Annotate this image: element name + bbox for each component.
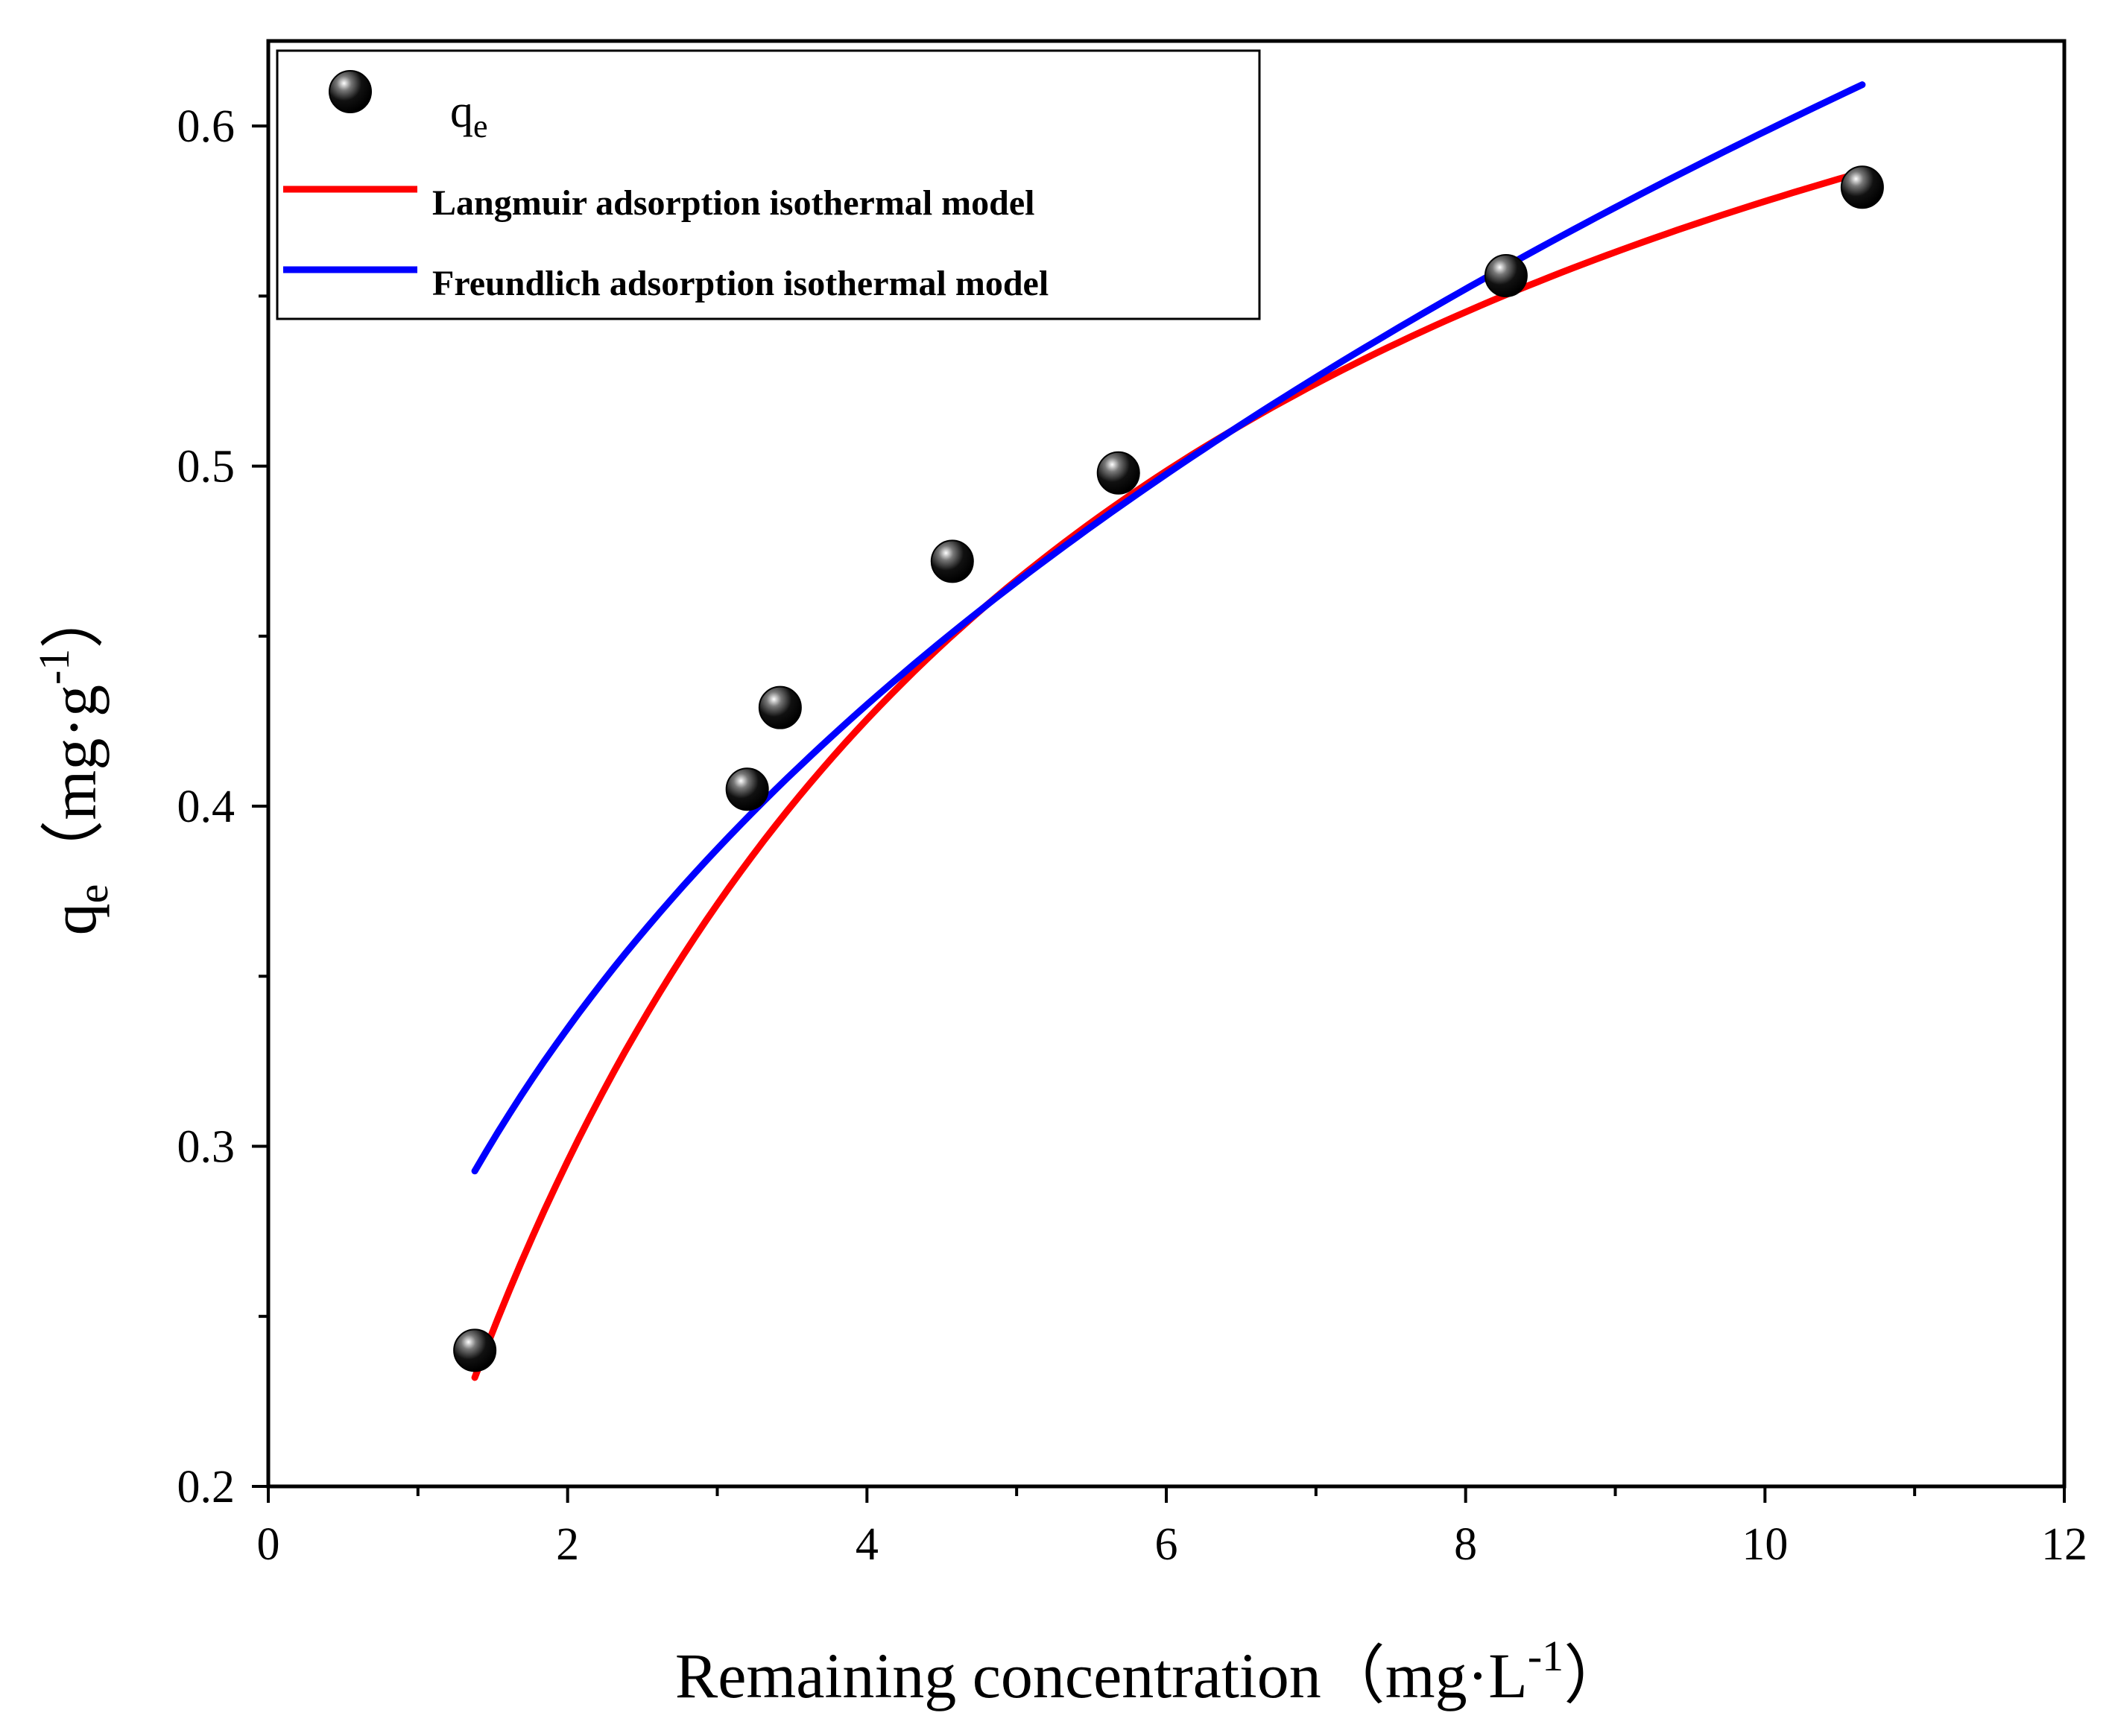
data-point: [1096, 451, 1140, 495]
legend-label-langmuir: Langmuir adsorption isothermal model: [432, 183, 1035, 223]
x-axis-title-main: Remaining concentration（mg·L: [675, 1640, 1528, 1711]
x-axis-title-tail: ）: [1564, 1640, 1628, 1711]
data-point: [758, 685, 802, 729]
legend: qe Langmuir adsorption isothermal model …: [276, 49, 1261, 320]
model-curves: [471, 81, 1866, 1381]
y-tick-label: 0.4: [177, 782, 235, 832]
data-point: [1840, 165, 1884, 209]
legend-label-qe: qe: [450, 86, 488, 145]
x-tick-label: 10: [1742, 1519, 1788, 1570]
y-axis-title-sub: e: [69, 884, 117, 904]
data-point: [453, 1328, 497, 1372]
x-axis-title-sup: -1: [1528, 1632, 1564, 1680]
y-tick-label: 0.6: [177, 101, 235, 152]
x-tick-label: 8: [1454, 1519, 1477, 1570]
y-axis-title-main: q: [38, 903, 110, 935]
x-tick-label: 0: [257, 1519, 280, 1570]
axis-ticks: 0 2 4 6 8 10 12 0.2 0.3 0.4 0.5 0.6: [177, 101, 2088, 1570]
legend-label-freundlich: Freundlich adsorption isothermal model: [432, 264, 1049, 303]
x-tick-label: 2: [556, 1519, 579, 1570]
curve-freundlich: [471, 81, 1866, 1175]
data-point: [1484, 253, 1528, 297]
legend-box: [276, 49, 1261, 320]
plot-frame: [266, 39, 2067, 1489]
y-axis-title: qe（mg·g-1）: [30, 585, 117, 936]
legend-label-qe-sub: e: [473, 108, 488, 145]
data-points: [453, 165, 1884, 1372]
x-tick-label: 6: [1155, 1519, 1178, 1570]
data-point: [725, 767, 769, 811]
y-axis-title-tail: ）: [38, 585, 110, 649]
legend-label-qe-main: q: [450, 86, 473, 137]
x-tick-label: 12: [2041, 1519, 2087, 1570]
y-axis-title-sup: -1: [30, 649, 78, 685]
y-tick-label: 0.5: [177, 442, 235, 492]
x-axis-title: Remaining concentration（mg·L-1）: [675, 1632, 1628, 1711]
y-tick-label: 0.3: [177, 1122, 235, 1173]
y-axis-title-unit: （mg·g: [38, 685, 110, 884]
legend-marker-qe: [329, 70, 372, 113]
data-point: [930, 539, 974, 583]
x-tick-label: 4: [856, 1519, 879, 1570]
y-tick-label: 0.2: [177, 1462, 235, 1512]
curve-langmuir: [471, 168, 1866, 1381]
